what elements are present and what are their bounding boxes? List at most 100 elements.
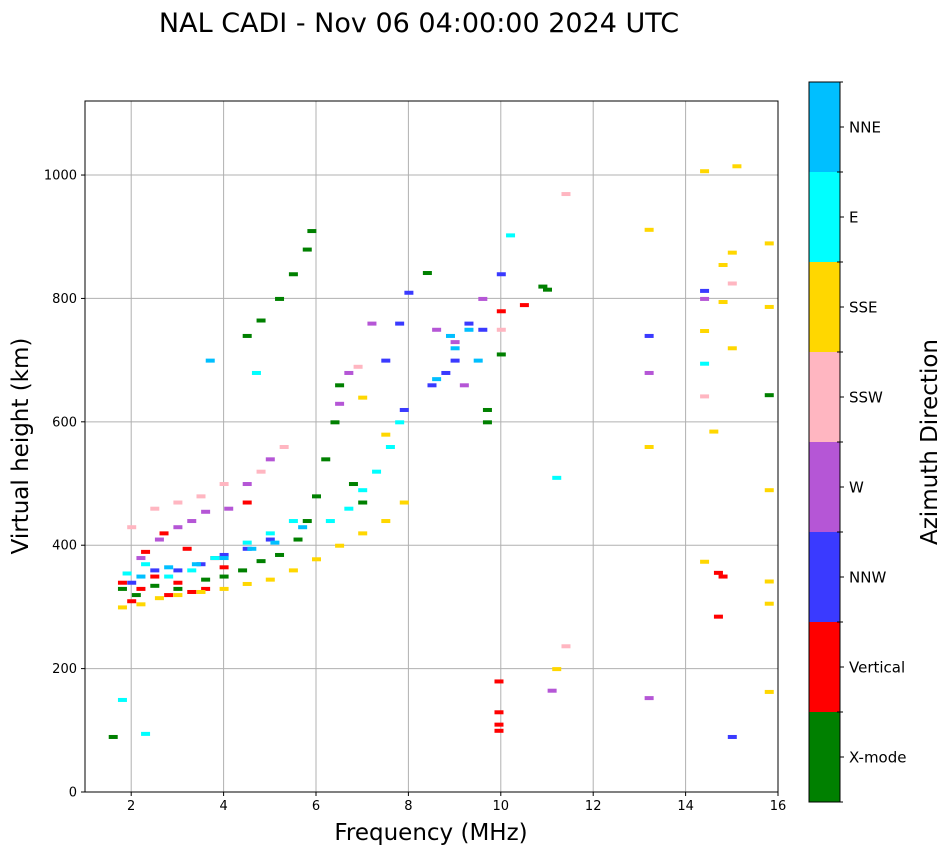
point-nne-4 (247, 546, 257, 551)
point-e-2 (164, 574, 174, 579)
point-nnw-1 (150, 568, 160, 573)
colorbar-tick-label-ssw: SSW (849, 389, 883, 407)
point-nne-9 (450, 346, 460, 351)
point-ssw-5 (256, 469, 266, 474)
point-sse-32 (764, 601, 774, 606)
series-nnw (127, 272, 737, 739)
y-tick-label-2: 400 (52, 539, 77, 554)
colorbar: X-mode Vertical NNW W SSW SSE E NNE (808, 81, 906, 803)
point-sse-19 (700, 169, 710, 174)
point-e-10 (358, 488, 368, 493)
point-nnw-18 (700, 288, 710, 293)
point-x-mode-18 (482, 407, 492, 412)
x-tick-label-7: 16 (770, 799, 787, 814)
point-vertical-2 (136, 586, 146, 591)
point-nnw-3 (196, 562, 206, 567)
point-ssw-8 (496, 327, 506, 332)
point-vertical-6 (187, 589, 197, 594)
colorbar-tick-label-sse: SSE (849, 299, 878, 317)
point-nne-0 (136, 574, 146, 579)
point-e-16 (506, 233, 516, 238)
colorbar-label: Azimuth Direction (917, 339, 943, 545)
point-w-15 (547, 688, 557, 693)
point-x-mode-13 (330, 420, 340, 425)
point-sse-24 (718, 300, 728, 305)
point-e-14 (117, 697, 127, 702)
point-w-17 (644, 696, 654, 701)
colorbar-frame (808, 81, 841, 803)
point-nne-1 (164, 565, 174, 570)
point-ssw-0 (127, 525, 137, 530)
y-axis-ticks: 0 200 400 600 800 1000 (44, 169, 85, 801)
y-tick-label-0: 0 (69, 786, 77, 801)
point-w-4 (201, 509, 211, 514)
point-nnw-14 (464, 321, 474, 326)
point-w-7 (265, 457, 275, 462)
colorbar-tick-label-x-mode: X-mode (849, 749, 906, 767)
point-nnw-5 (242, 546, 252, 551)
point-x-mode-7 (256, 559, 266, 564)
point-e-13 (395, 420, 405, 425)
chart-title: NAL CADI - Nov 06 04:00:00 2024 UTC (159, 8, 679, 39)
point-sse-5 (219, 586, 229, 591)
point-nne-12 (205, 358, 215, 363)
x-tick-label-1: 4 (219, 799, 227, 814)
point-w-13 (459, 383, 469, 388)
point-x-mode-12 (321, 457, 331, 462)
point-e-1 (141, 562, 151, 567)
y-tick-label-1: 200 (52, 662, 77, 677)
point-ssw-12 (727, 281, 737, 286)
point-x-mode-5 (219, 574, 229, 579)
point-sse-17 (644, 227, 654, 232)
point-nnw-8 (395, 321, 405, 326)
point-sse-4 (196, 589, 206, 594)
point-sse-18 (644, 445, 654, 449)
point-vertical-21 (713, 570, 723, 575)
point-ssw-9 (561, 192, 571, 197)
x-tick-label-3: 8 (404, 799, 412, 814)
series-nne (136, 327, 483, 579)
point-e-17 (552, 475, 562, 480)
point-sse-31 (764, 579, 774, 584)
point-x-mode-19 (482, 420, 492, 425)
point-nne-7 (432, 377, 442, 382)
series-x-mode (108, 229, 774, 739)
point-w-9 (344, 370, 354, 375)
point-nnw-10 (404, 290, 414, 295)
colorbar-swatch-e (809, 172, 840, 262)
point-sse-16 (552, 667, 562, 672)
point-sse-26 (727, 346, 737, 351)
point-vertical-5 (173, 580, 183, 585)
point-ssw-4 (219, 482, 229, 487)
point-sse-25 (727, 250, 737, 255)
x-axis-label: Frequency (MHz) (334, 820, 527, 846)
point-x-mode-21 (538, 284, 548, 289)
point-sse-1 (136, 602, 146, 607)
point-vertical-8 (219, 565, 229, 570)
colorbar-swatch-vertical (809, 622, 840, 712)
series-w (136, 296, 710, 701)
point-sse-9 (312, 557, 321, 562)
point-sse-11 (358, 531, 368, 536)
x-tick-label-5: 12 (585, 799, 602, 814)
colorbar-swatch-nne (809, 82, 840, 172)
point-nne-5 (270, 540, 280, 545)
point-ssw-2 (173, 500, 183, 505)
point-nnw-9 (399, 407, 409, 412)
series-vertical (117, 303, 728, 733)
colorbar-swatch-w (809, 442, 840, 532)
point-sse-6 (242, 581, 252, 586)
point-sse-14 (358, 395, 368, 400)
point-e-9 (344, 506, 354, 511)
point-vertical-9 (141, 549, 151, 554)
point-e-11 (372, 469, 382, 474)
point-vertical-22 (718, 574, 728, 579)
x-tick-label-6: 14 (677, 799, 694, 814)
point-w-0 (136, 556, 146, 561)
point-x-mode-0 (117, 586, 127, 591)
point-vertical-3 (150, 574, 160, 579)
point-w-14 (478, 296, 488, 301)
point-sse-3 (173, 593, 183, 598)
data-points (108, 164, 774, 739)
